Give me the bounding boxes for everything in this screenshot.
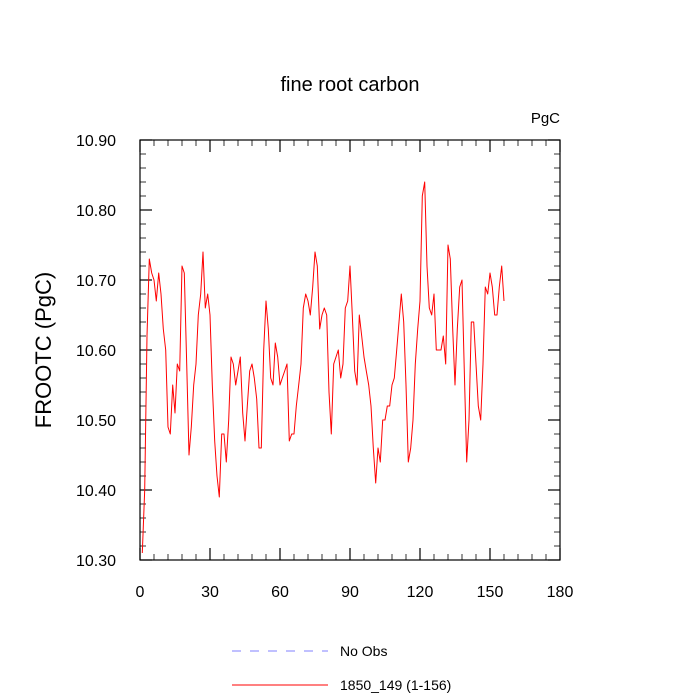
y-axis-label: FROOTC (PgC)	[31, 272, 56, 428]
y-tick-labels: 10.30 10.40 10.50 10.60 10.70 10.80 10.90	[76, 133, 116, 570]
y-tick-label: 10.30	[76, 553, 116, 570]
y-tick-label: 10.50	[76, 413, 116, 430]
series-line-1850-149	[141, 181, 505, 554]
y-tick-label: 10.70	[76, 273, 116, 290]
x-tick-label: 0	[136, 584, 145, 601]
x-tick-label: 60	[271, 584, 289, 601]
x-tick-label: 180	[547, 584, 574, 601]
x-tick-label: 150	[477, 584, 504, 601]
legend-label-1850-149: 1850_149 (1-156)	[340, 677, 451, 693]
legend-label-no-obs: No Obs	[340, 643, 387, 659]
series-group	[141, 181, 505, 554]
y-tick-label: 10.60	[76, 343, 116, 360]
y-tick-label: 10.90	[76, 133, 116, 150]
plot-frame	[139, 139, 561, 561]
chart-title: fine root carbon	[281, 74, 420, 96]
y-tick-label: 10.80	[76, 203, 116, 220]
x-tick-labels: 0 30 60 90 120 150 180	[136, 584, 574, 601]
units-label: PgC	[531, 110, 560, 127]
legend: No Obs 1850_149 (1-156)	[232, 643, 451, 693]
axis-ticks	[139, 139, 561, 561]
x-tick-label: 120	[407, 584, 434, 601]
x-tick-label: 90	[341, 584, 359, 601]
y-tick-label: 10.40	[76, 483, 116, 500]
x-tick-label: 30	[201, 584, 219, 601]
